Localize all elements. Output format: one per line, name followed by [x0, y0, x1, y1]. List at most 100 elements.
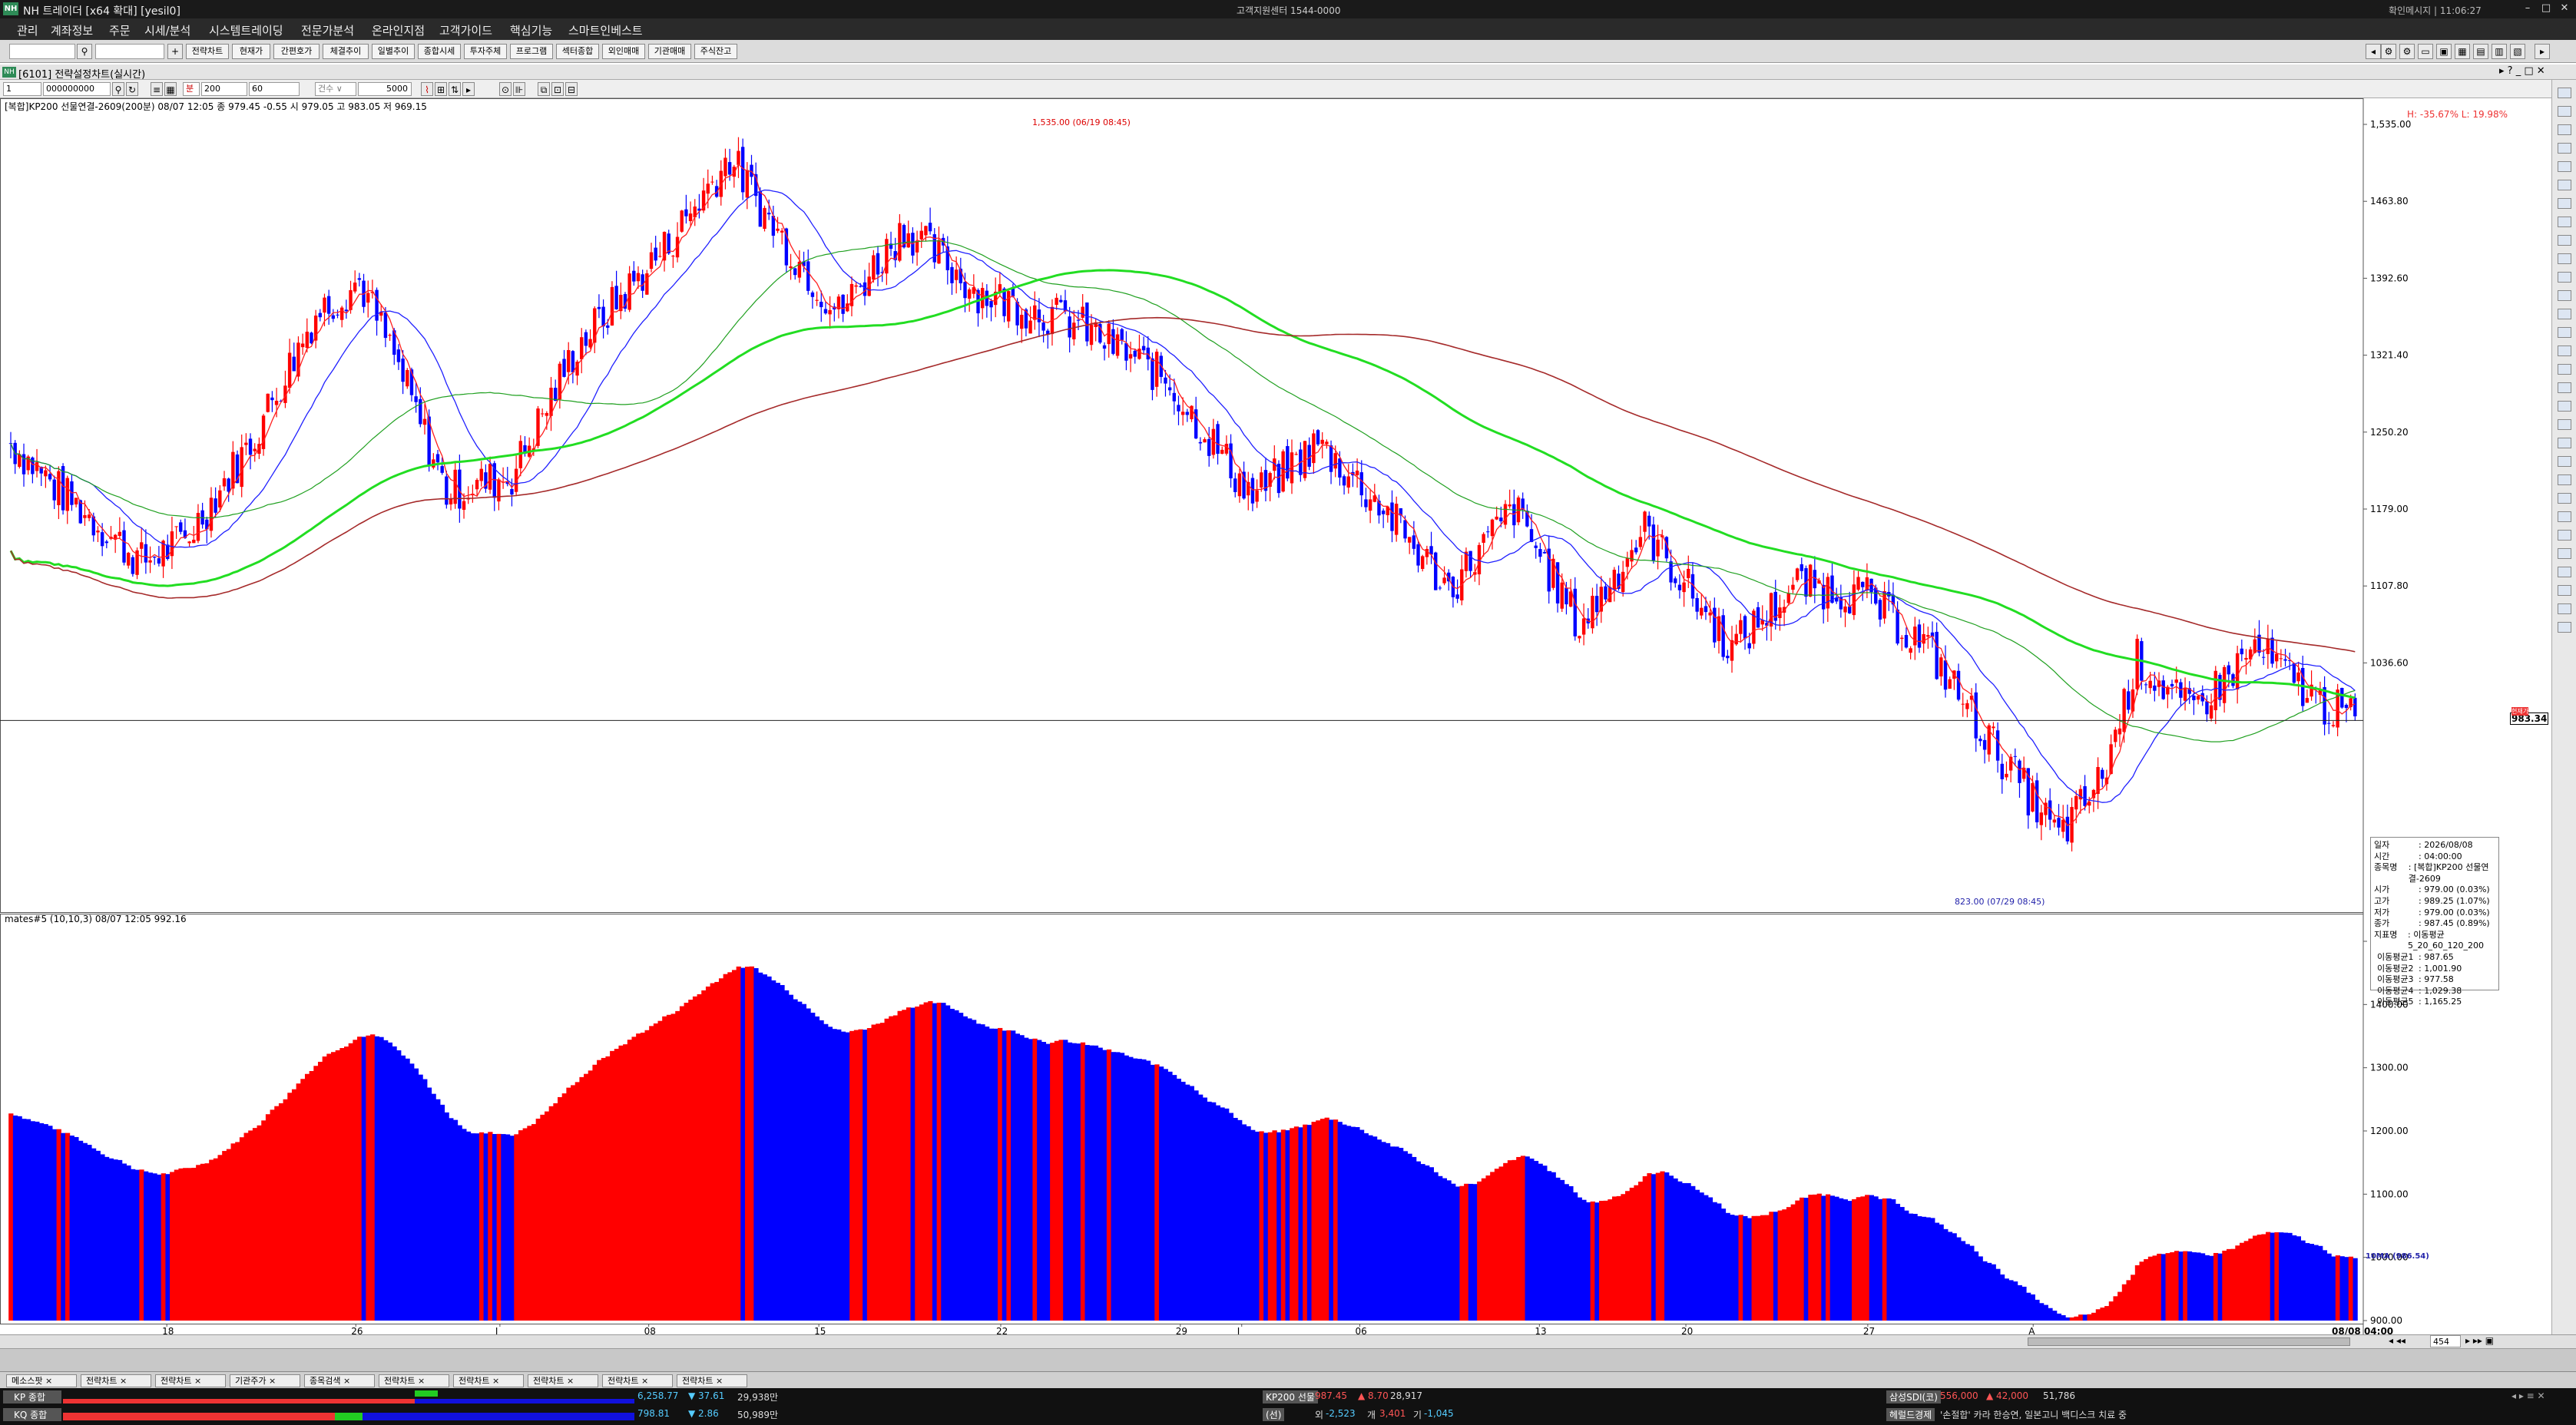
- keyword-combo[interactable]: 건수 ∨: [315, 82, 356, 96]
- scroll-nav-right[interactable]: ▸ ▸▸ ▣: [2465, 1335, 2495, 1346]
- drawing-tool-icon[interactable]: [2558, 438, 2571, 448]
- drawing-tool-icon[interactable]: [2558, 198, 2571, 209]
- scroll-nav-left[interactable]: ◂ ◂◂: [2389, 1335, 2405, 1346]
- print-icon[interactable]: ▧: [2510, 44, 2525, 59]
- grid-icon[interactable]: ▦: [2455, 44, 2470, 59]
- drawing-tool-icon[interactable]: [2558, 474, 2571, 485]
- menu-item[interactable]: 관리: [17, 24, 38, 38]
- period-unit[interactable]: 분: [183, 82, 200, 96]
- page-tab[interactable]: 종목검색 ×: [304, 1374, 375, 1387]
- drawing-tool-icon[interactable]: [2558, 217, 2571, 227]
- menu-item[interactable]: 계좌정보: [51, 24, 94, 38]
- window-icon[interactable]: ▭: [2418, 44, 2433, 59]
- menu-item[interactable]: 주문: [109, 24, 131, 38]
- drawing-tool-icon[interactable]: [2558, 272, 2571, 283]
- window-controls[interactable]: ▸ ? _ □ ✕: [2499, 65, 2545, 77]
- settings-icon[interactable]: ⚙: [2399, 44, 2415, 59]
- gear-icon[interactable]: ⚙: [2381, 44, 2396, 59]
- page-tab[interactable]: 전략차트 ×: [155, 1374, 226, 1387]
- interval-combo[interactable]: 60: [249, 82, 300, 96]
- toolbar-button[interactable]: 기관매매: [648, 44, 691, 59]
- menu-item[interactable]: 고객가이드: [439, 24, 493, 38]
- bar-icon[interactable]: ⊪: [513, 82, 525, 96]
- calendar-icon[interactable]: ▦: [164, 82, 177, 96]
- drawing-tool-icon[interactable]: [2558, 511, 2571, 522]
- toolbar-button[interactable]: 현재가: [232, 44, 270, 59]
- symbol-combo[interactable]: 000000000: [43, 82, 111, 96]
- toolbar-button[interactable]: 프로그램: [510, 44, 553, 59]
- search-icon[interactable]: ⚲: [77, 44, 92, 59]
- menu-item[interactable]: 시세/분석: [144, 24, 191, 38]
- toolbar-button[interactable]: 섹터종합: [556, 44, 599, 59]
- save-icon[interactable]: ▥: [2492, 44, 2507, 59]
- drawing-tool-icon[interactable]: [2558, 382, 2571, 393]
- drawing-tool-icon[interactable]: [2558, 161, 2571, 172]
- page-tab[interactable]: 전략차트 ×: [677, 1374, 747, 1387]
- toolbar-button[interactable]: 외인매매: [602, 44, 645, 59]
- maximize-icon[interactable]: □: [2541, 2, 2551, 14]
- drawing-tool-icon[interactable]: [2558, 530, 2571, 541]
- news-headline[interactable]: '손절합' 카라 한승연, 일본고니 백디스크 치료 중: [1940, 1410, 2127, 1420]
- minimize-icon[interactable]: –: [2525, 2, 2531, 14]
- scroll-count[interactable]: 454: [2430, 1335, 2461, 1347]
- drawing-tool-icon[interactable]: [2558, 180, 2571, 190]
- menu-item[interactable]: 핵심기능: [510, 24, 553, 38]
- account-combo[interactable]: [9, 44, 75, 59]
- drawing-tool-icon[interactable]: [2558, 124, 2571, 135]
- scroll-thumb[interactable]: [2028, 1337, 2350, 1346]
- drawing-tool-icon[interactable]: [2558, 622, 2571, 633]
- tools-icon[interactable]: ⊟: [565, 82, 578, 96]
- chart-scrollbar[interactable]: ◂ ◂◂ 454 ▸ ▸▸ ▣: [0, 1334, 2576, 1348]
- page-tab[interactable]: 기관주가 ×: [230, 1374, 300, 1387]
- list-icon[interactable]: ≡: [151, 82, 163, 96]
- overlay-icon[interactable]: ⊡: [551, 82, 564, 96]
- page-tab[interactable]: 전략차트 ×: [453, 1374, 524, 1387]
- drawing-tool-icon[interactable]: [2558, 346, 2571, 356]
- toolbar-button[interactable]: 종합시세: [418, 44, 461, 59]
- count-combo[interactable]: 200: [201, 82, 247, 96]
- menu-item[interactable]: 시스템트레이딩: [209, 24, 283, 38]
- toolbar-button[interactable]: 간편호가: [273, 44, 320, 59]
- lock-icon[interactable]: ⊙: [499, 82, 512, 96]
- monitor-icon[interactable]: ▣: [2436, 44, 2452, 59]
- ticker-controls[interactable]: ◂ ▸ ≡ ✕: [2511, 1390, 2545, 1401]
- drawing-tool-icon[interactable]: [2558, 364, 2571, 375]
- drawing-tool-icon[interactable]: [2558, 585, 2571, 596]
- toolbar-button[interactable]: 투자주체: [464, 44, 507, 59]
- scroll-icon[interactable]: ⇅: [449, 82, 461, 96]
- page-tab[interactable]: 전략차트 ×: [379, 1374, 449, 1387]
- drawing-tool-icon[interactable]: [2558, 419, 2571, 430]
- drawing-tool-icon[interactable]: [2558, 327, 2571, 338]
- drawing-tool-icon[interactable]: [2558, 290, 2571, 301]
- page-tab[interactable]: 메소스팟 ×: [6, 1374, 77, 1387]
- drawing-tool-icon[interactable]: [2558, 493, 2571, 504]
- zoom-icon[interactable]: ⊞: [435, 82, 447, 96]
- line-icon[interactable]: ⌇: [421, 82, 433, 96]
- drawing-tool-icon[interactable]: [2558, 143, 2571, 154]
- count2-input[interactable]: 5000: [358, 82, 412, 96]
- toolbar-button[interactable]: 체결추이: [323, 44, 369, 59]
- drawing-tool-icon[interactable]: [2558, 603, 2571, 614]
- menu-item[interactable]: 온라인지점: [372, 24, 425, 38]
- page-tab[interactable]: 전략차트 ×: [81, 1374, 151, 1387]
- drawing-tool-icon[interactable]: [2558, 567, 2571, 577]
- play-icon[interactable]: ▸: [462, 82, 475, 96]
- arrow-right-icon[interactable]: ▸: [2535, 44, 2550, 59]
- toolbar-button[interactable]: 전략차트: [186, 44, 229, 59]
- drawing-tool-icon[interactable]: [2558, 309, 2571, 319]
- price-chart[interactable]: 1,535.00 1463.80 1392.60 1321.40 1250.20 1179…: [0, 98, 2550, 1334]
- drawing-tool-icon[interactable]: [2558, 106, 2571, 117]
- toolbar-button[interactable]: 주식잔고: [694, 44, 737, 59]
- drawing-tool-icon[interactable]: [2558, 88, 2571, 98]
- page-tab[interactable]: 전략차트 ×: [602, 1374, 673, 1387]
- menu-item[interactable]: 전문가분석: [301, 24, 355, 38]
- split-icon[interactable]: ⧉: [538, 82, 550, 96]
- drawing-tool-icon[interactable]: [2558, 235, 2571, 246]
- page-tab[interactable]: 전략차트 ×: [528, 1374, 598, 1387]
- toolbar-button[interactable]: 일별추이: [372, 44, 415, 59]
- menu-item[interactable]: 스마트인베스트: [568, 24, 643, 38]
- drawing-tool-icon[interactable]: [2558, 548, 2571, 559]
- drawing-tool-icon[interactable]: [2558, 253, 2571, 264]
- drawing-tool-icon[interactable]: [2558, 401, 2571, 412]
- drawing-tool-icon[interactable]: [2558, 456, 2571, 467]
